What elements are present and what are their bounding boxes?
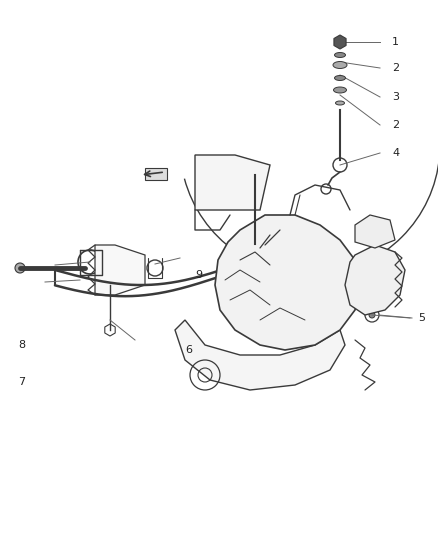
Text: 2: 2 <box>392 120 399 130</box>
Text: 4: 4 <box>392 148 399 158</box>
Polygon shape <box>345 245 405 315</box>
Circle shape <box>369 312 375 318</box>
Ellipse shape <box>336 101 345 105</box>
Polygon shape <box>355 215 395 248</box>
FancyBboxPatch shape <box>145 168 167 180</box>
Ellipse shape <box>333 61 347 69</box>
Ellipse shape <box>335 76 346 80</box>
Ellipse shape <box>335 52 346 58</box>
Circle shape <box>15 263 25 273</box>
Text: 6: 6 <box>185 345 192 355</box>
Text: 2: 2 <box>392 63 399 73</box>
Polygon shape <box>175 320 345 390</box>
Text: 3: 3 <box>392 92 399 102</box>
Text: 1: 1 <box>392 37 399 47</box>
Circle shape <box>290 275 310 295</box>
Text: 7: 7 <box>18 377 25 387</box>
Polygon shape <box>215 215 360 350</box>
Ellipse shape <box>333 87 346 93</box>
Text: 9: 9 <box>195 270 202 280</box>
Polygon shape <box>195 155 270 210</box>
Text: 5: 5 <box>418 313 425 323</box>
Text: 8: 8 <box>18 340 25 350</box>
Polygon shape <box>95 245 145 295</box>
